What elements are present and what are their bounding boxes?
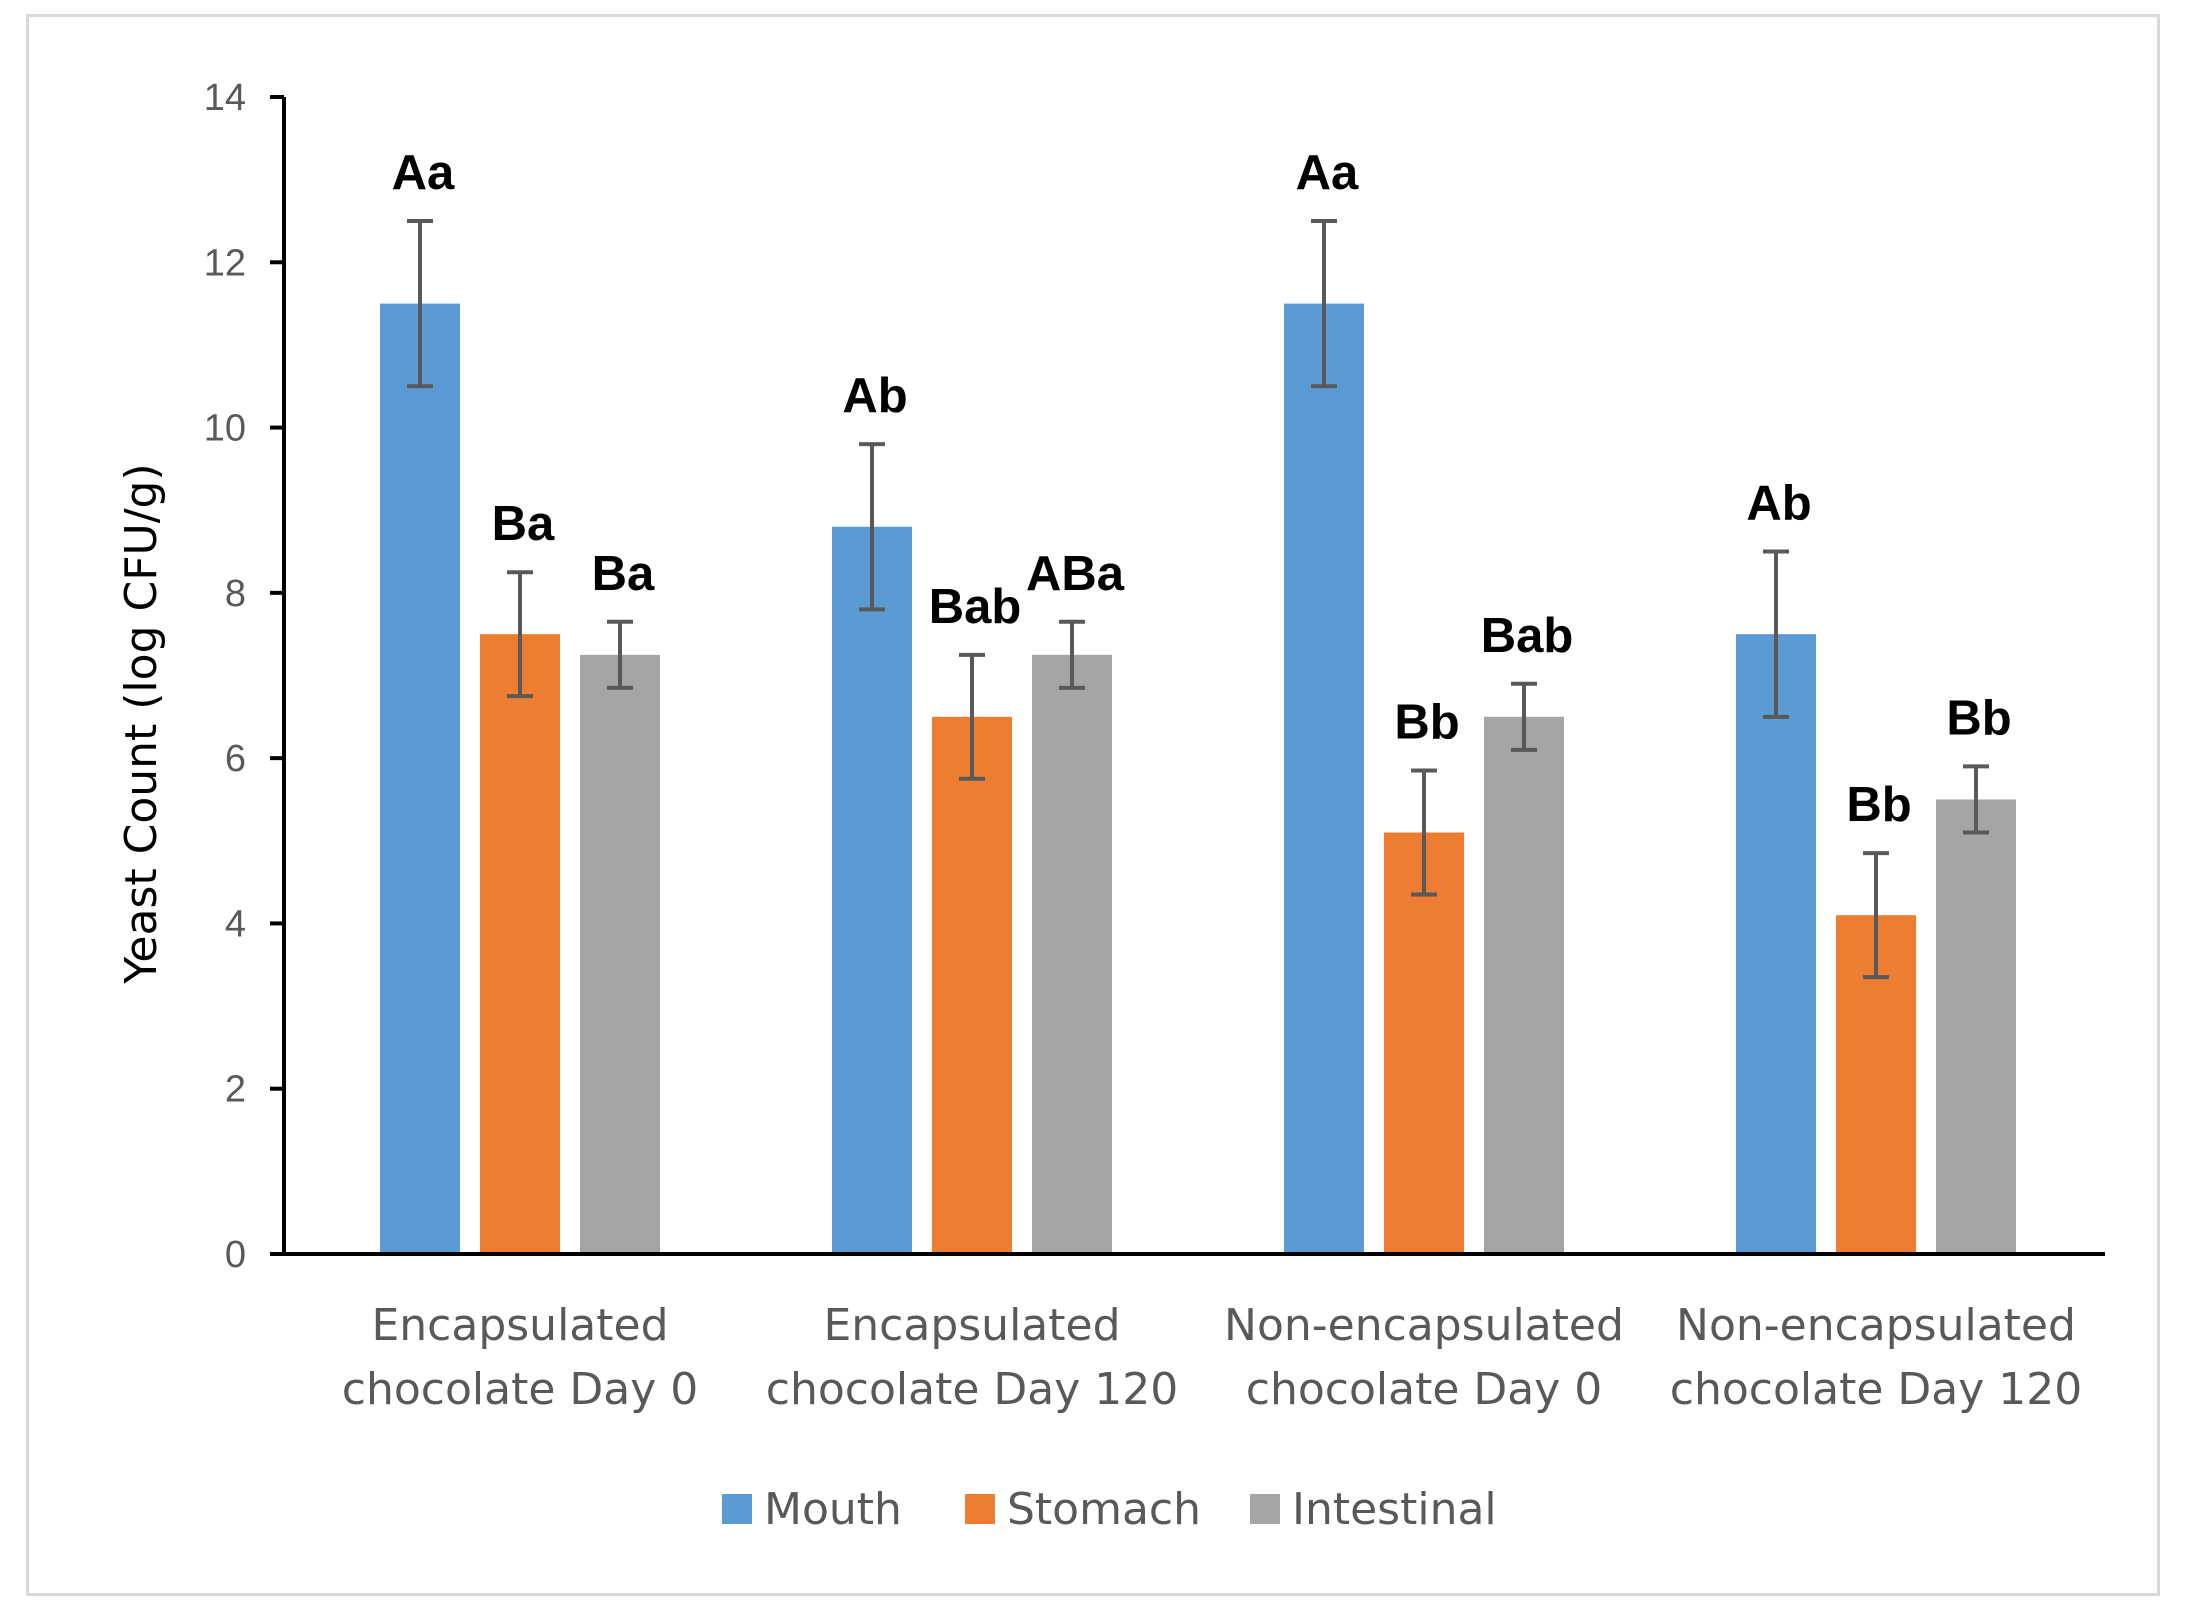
significance-label: Ba bbox=[592, 547, 655, 601]
x-category-label: chocolate Day 120 bbox=[1670, 1364, 2082, 1415]
bar-mouth bbox=[832, 526, 912, 1254]
significance-label: Ba bbox=[492, 497, 555, 551]
x-category-label: Encapsulated bbox=[371, 1300, 668, 1351]
bar-mouth bbox=[1284, 303, 1364, 1254]
legend-label-mouth: Mouth bbox=[764, 1484, 902, 1535]
significance-label: Bb bbox=[1946, 691, 2011, 745]
x-category-label: Non-encapsulated bbox=[1224, 1300, 1624, 1351]
significance-label: Aa bbox=[1296, 146, 1359, 200]
significance-label: Bab bbox=[1481, 609, 1574, 663]
x-category-label: chocolate Day 0 bbox=[342, 1364, 698, 1415]
y-tick-label: 12 bbox=[204, 242, 246, 284]
legend-swatch-mouth bbox=[722, 1494, 752, 1524]
legend-label-intestinal: Intestinal bbox=[1292, 1484, 1497, 1535]
bar-intestinal bbox=[1936, 799, 2016, 1254]
significance-label: Aa bbox=[392, 146, 455, 200]
bar-intestinal bbox=[1032, 654, 1112, 1254]
significance-label: Ab bbox=[842, 369, 907, 423]
y-tick-label: 6 bbox=[225, 738, 246, 780]
bar-stomach bbox=[932, 716, 1012, 1254]
y-tick-label: 4 bbox=[225, 903, 246, 945]
significance-label: ABa bbox=[1026, 547, 1125, 601]
legend-swatch-stomach bbox=[965, 1494, 995, 1524]
legend-label-stomach: Stomach bbox=[1007, 1484, 1201, 1535]
y-tick-label: 2 bbox=[225, 1069, 246, 1111]
y-tick-label: 8 bbox=[225, 573, 246, 615]
bar-mouth bbox=[380, 303, 460, 1254]
bar-intestinal bbox=[1484, 716, 1564, 1254]
y-tick-label: 10 bbox=[204, 408, 246, 450]
x-category-label: chocolate Day 120 bbox=[766, 1364, 1178, 1415]
significance-label: Bab bbox=[929, 580, 1022, 634]
bar-intestinal bbox=[580, 654, 660, 1254]
significance-label: Bb bbox=[1394, 696, 1459, 750]
x-category-label: chocolate Day 0 bbox=[1246, 1364, 1602, 1415]
bar-mouth bbox=[1736, 634, 1816, 1254]
y-tick-label: 14 bbox=[204, 77, 246, 119]
significance-label: Ab bbox=[1746, 477, 1811, 531]
bar-stomach bbox=[480, 634, 560, 1254]
x-category-label: Encapsulated bbox=[823, 1300, 1120, 1351]
y-tick-label: 0 bbox=[225, 1234, 246, 1276]
y-axis-title: Yeast Count (log CFU/g) bbox=[116, 463, 167, 984]
bar-stomach bbox=[1384, 832, 1464, 1254]
legend-swatch-intestinal bbox=[1250, 1494, 1280, 1524]
x-category-label: Non-encapsulated bbox=[1676, 1300, 2076, 1351]
significance-label: Bb bbox=[1846, 778, 1911, 832]
